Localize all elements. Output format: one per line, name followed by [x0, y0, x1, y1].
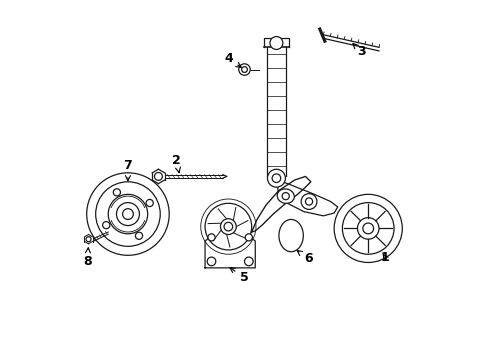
Circle shape — [305, 198, 312, 205]
Circle shape — [86, 237, 91, 242]
Circle shape — [244, 257, 253, 266]
Text: 8: 8 — [83, 248, 92, 268]
Circle shape — [241, 67, 247, 72]
Circle shape — [224, 222, 232, 231]
Circle shape — [122, 209, 133, 220]
Ellipse shape — [277, 189, 294, 203]
Circle shape — [269, 37, 282, 49]
Circle shape — [146, 199, 153, 207]
Circle shape — [282, 193, 289, 200]
Circle shape — [154, 172, 162, 180]
Text: 7: 7 — [123, 159, 132, 181]
Text: 6: 6 — [297, 251, 312, 265]
Circle shape — [113, 189, 120, 196]
Text: 1: 1 — [380, 251, 389, 264]
Circle shape — [271, 174, 280, 183]
Circle shape — [220, 219, 236, 234]
Circle shape — [96, 182, 160, 246]
Text: 4: 4 — [224, 52, 241, 67]
Circle shape — [108, 194, 147, 234]
Circle shape — [267, 169, 285, 187]
Circle shape — [362, 223, 373, 234]
Circle shape — [86, 173, 169, 255]
Text: 2: 2 — [172, 154, 181, 173]
Text: 3: 3 — [352, 44, 365, 58]
Circle shape — [116, 203, 139, 226]
Circle shape — [244, 234, 252, 241]
Circle shape — [204, 203, 251, 250]
Circle shape — [301, 194, 316, 210]
Ellipse shape — [278, 220, 303, 252]
Circle shape — [333, 194, 402, 262]
Circle shape — [102, 221, 110, 229]
Circle shape — [135, 232, 142, 239]
Circle shape — [207, 257, 215, 266]
Circle shape — [342, 203, 393, 254]
Text: 5: 5 — [229, 267, 248, 284]
Circle shape — [357, 218, 378, 239]
Circle shape — [238, 64, 250, 75]
Circle shape — [207, 234, 215, 241]
